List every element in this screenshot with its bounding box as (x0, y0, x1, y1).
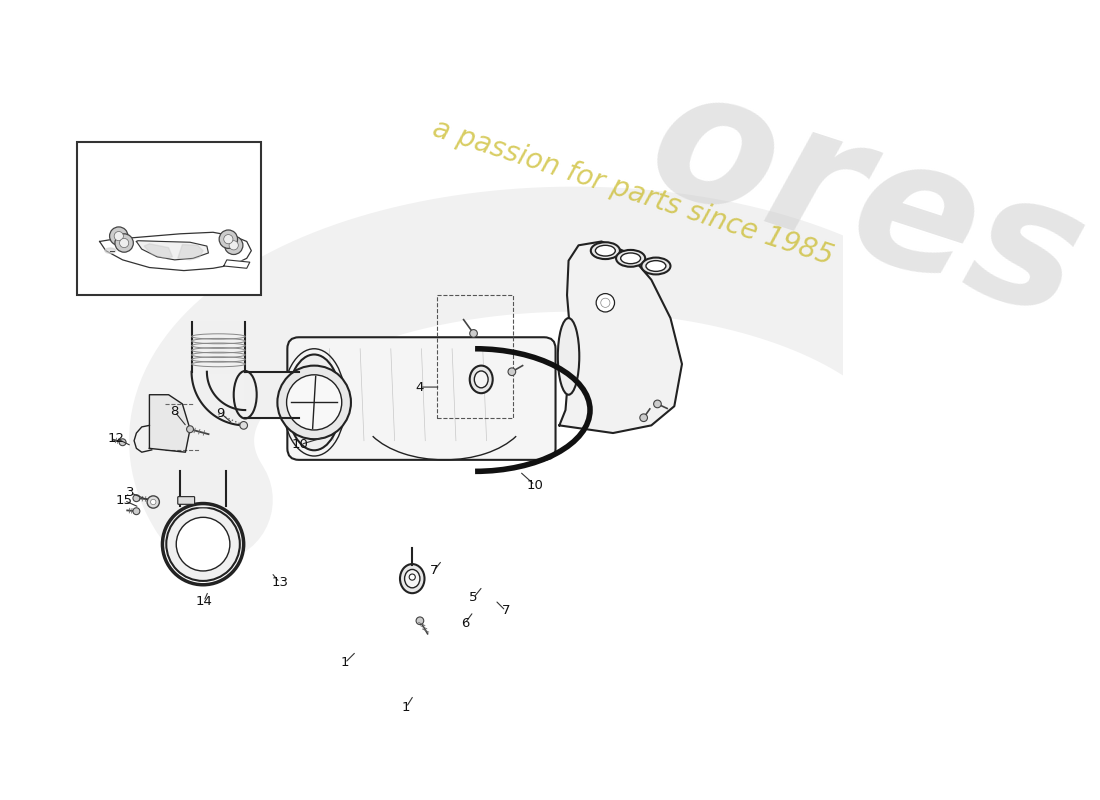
FancyBboxPatch shape (178, 497, 195, 504)
Ellipse shape (595, 246, 615, 256)
FancyBboxPatch shape (287, 338, 556, 460)
Circle shape (277, 366, 351, 439)
Circle shape (470, 330, 477, 338)
Ellipse shape (616, 250, 646, 266)
Circle shape (229, 241, 239, 250)
Circle shape (147, 496, 160, 508)
Circle shape (176, 518, 230, 571)
Ellipse shape (400, 564, 425, 593)
Polygon shape (191, 322, 245, 372)
Polygon shape (191, 372, 245, 426)
Polygon shape (560, 242, 682, 433)
Circle shape (119, 438, 126, 446)
Polygon shape (150, 394, 190, 452)
Ellipse shape (104, 248, 116, 254)
Circle shape (219, 230, 238, 248)
Text: 15: 15 (116, 494, 133, 507)
Circle shape (114, 231, 123, 241)
Text: 14: 14 (196, 595, 212, 608)
Ellipse shape (591, 242, 620, 259)
Polygon shape (223, 260, 250, 268)
Ellipse shape (470, 366, 493, 393)
Circle shape (287, 375, 342, 430)
Circle shape (240, 422, 248, 430)
Circle shape (416, 617, 424, 625)
Circle shape (120, 238, 129, 248)
Polygon shape (180, 471, 226, 506)
Text: 5: 5 (470, 591, 477, 604)
Ellipse shape (409, 574, 416, 580)
Text: 1: 1 (341, 657, 349, 670)
Ellipse shape (558, 318, 580, 394)
Circle shape (601, 298, 609, 307)
Circle shape (151, 499, 156, 505)
Text: 13: 13 (272, 576, 288, 589)
Ellipse shape (405, 570, 420, 588)
Text: 10: 10 (292, 438, 309, 451)
Text: ores: ores (628, 52, 1100, 356)
Circle shape (223, 234, 233, 244)
Text: 9: 9 (217, 406, 224, 420)
Circle shape (114, 234, 133, 252)
Text: a passion for parts since 1985: a passion for parts since 1985 (429, 114, 837, 270)
Text: 12: 12 (108, 432, 125, 445)
Text: 3: 3 (126, 486, 134, 499)
Circle shape (224, 236, 243, 254)
Polygon shape (245, 372, 299, 418)
Polygon shape (100, 232, 251, 270)
Circle shape (110, 227, 128, 246)
Circle shape (187, 426, 194, 433)
Circle shape (166, 507, 240, 581)
Circle shape (133, 508, 140, 514)
Text: 7: 7 (429, 565, 438, 578)
Ellipse shape (620, 253, 640, 264)
Bar (437, 295, 514, 418)
Text: 7: 7 (502, 604, 510, 618)
Ellipse shape (287, 354, 341, 450)
Text: 6: 6 (461, 617, 470, 630)
Bar (77, 142, 261, 295)
Circle shape (508, 368, 516, 375)
Polygon shape (178, 245, 204, 260)
Circle shape (640, 414, 648, 422)
Circle shape (596, 294, 615, 312)
Ellipse shape (646, 261, 666, 271)
Text: 8: 8 (170, 405, 179, 418)
Ellipse shape (474, 371, 488, 388)
Polygon shape (136, 241, 208, 260)
Polygon shape (144, 244, 173, 258)
Text: 4: 4 (416, 381, 425, 394)
Circle shape (133, 494, 140, 502)
Text: 1: 1 (402, 701, 410, 714)
Text: 10: 10 (527, 478, 543, 492)
Circle shape (653, 400, 661, 408)
Ellipse shape (641, 258, 671, 274)
